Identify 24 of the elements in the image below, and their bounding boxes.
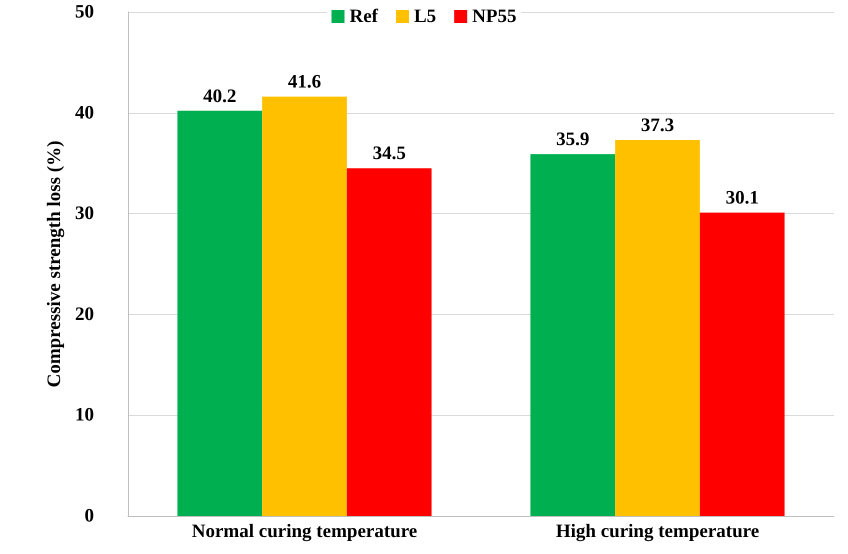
y-tick-label: 0 bbox=[84, 506, 94, 526]
bar bbox=[346, 168, 432, 516]
data-label: 40.2 bbox=[203, 86, 236, 107]
legend-label: Ref bbox=[350, 6, 379, 27]
y-tick-label: 40 bbox=[75, 102, 94, 124]
data-label: 35.9 bbox=[556, 129, 590, 150]
y-axis-title: Compressive strength loss (%) bbox=[44, 140, 66, 388]
data-label: 30.1 bbox=[726, 188, 759, 209]
legend-label: NP55 bbox=[472, 6, 516, 27]
y-tick-label: 50 bbox=[75, 2, 94, 22]
data-label: 34.5 bbox=[372, 143, 406, 164]
x-tick-label: Normal curing temperature bbox=[192, 521, 418, 542]
bar bbox=[615, 140, 700, 516]
y-tick-label: 10 bbox=[75, 404, 94, 426]
bar bbox=[530, 154, 616, 516]
x-tick-label: High curing temperature bbox=[556, 521, 760, 542]
bar bbox=[177, 110, 262, 516]
bar bbox=[700, 212, 785, 516]
bar bbox=[262, 96, 347, 516]
legend-label: L5 bbox=[414, 6, 436, 27]
y-tick-label: 30 bbox=[75, 203, 94, 224]
data-label: 41.6 bbox=[288, 72, 322, 93]
y-tick-label: 20 bbox=[75, 304, 94, 325]
data-label: 37.3 bbox=[640, 115, 674, 136]
